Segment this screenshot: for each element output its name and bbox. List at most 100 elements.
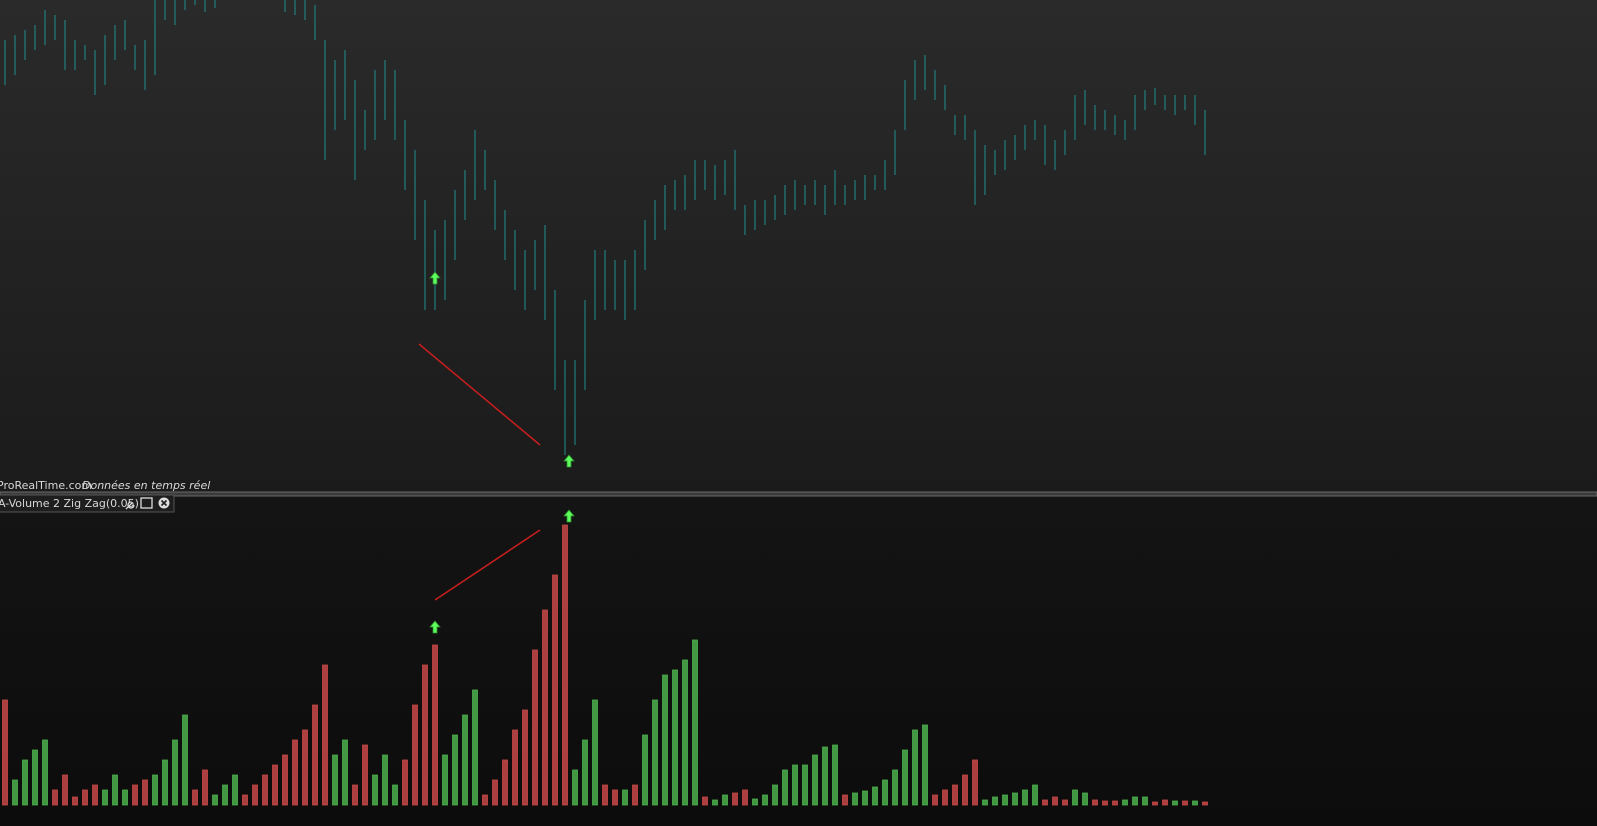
- volume-bar: [242, 794, 248, 806]
- panel-separator[interactable]: [0, 491, 1597, 497]
- volume-bar: [922, 724, 928, 806]
- volume-bar: [1182, 800, 1188, 806]
- volume-bar: [132, 784, 138, 806]
- volume-bar: [722, 794, 728, 806]
- volume-bar: [32, 749, 38, 806]
- volume-bar: [72, 796, 78, 806]
- price-panel: [0, 0, 1597, 492]
- volume-bar: [172, 739, 178, 806]
- volume-bar: [302, 729, 308, 806]
- volume-bar: [22, 759, 28, 806]
- volume-bar: [562, 524, 568, 806]
- volume-bar: [1132, 796, 1138, 806]
- volume-bar: [1002, 794, 1008, 806]
- volume-bar: [702, 796, 708, 806]
- up-arrow: [563, 454, 575, 468]
- volume-bar: [492, 779, 498, 806]
- volume-bar: [902, 749, 908, 806]
- volume-bar: [572, 769, 578, 806]
- volume-bar: [1102, 800, 1108, 806]
- up-arrow: [429, 271, 441, 285]
- volume-bar: [762, 794, 768, 806]
- volume-bar: [862, 790, 868, 806]
- volume-bar: [1192, 800, 1198, 806]
- settings-icon[interactable]: [125, 501, 135, 510]
- signal-arrows: [429, 271, 575, 634]
- volume-bar: [422, 664, 428, 806]
- volume-bar: [282, 754, 288, 806]
- volume-bar: [822, 746, 828, 806]
- volume-bar: [62, 774, 68, 806]
- volume-bar: [612, 789, 618, 806]
- volume-bar: [942, 789, 948, 806]
- volume-bar: [202, 769, 208, 806]
- volume-bar: [512, 729, 518, 806]
- volume-bar: [152, 774, 158, 806]
- volume-bar: [362, 744, 368, 806]
- volume-bar: [1062, 799, 1068, 806]
- volume-bar: [52, 789, 58, 806]
- volume-bar: [162, 759, 168, 806]
- volume-bar: [672, 669, 678, 806]
- volume-bar: [772, 784, 778, 806]
- volume-bar: [972, 759, 978, 806]
- volume-bar: [2, 699, 8, 806]
- volume-bar: [1022, 789, 1028, 806]
- volume-bar: [502, 759, 508, 806]
- volume-bar: [122, 789, 128, 806]
- up-arrow: [429, 620, 441, 634]
- volume-bar: [532, 649, 538, 806]
- volume-bar: [892, 769, 898, 806]
- volume-bar: [462, 714, 468, 806]
- volume-bar: [92, 784, 98, 806]
- volume-bar: [682, 659, 688, 806]
- volume-bar: [372, 774, 378, 806]
- volume-bar: [322, 664, 328, 806]
- volume-bar: [312, 704, 318, 806]
- volume-bar: [1162, 799, 1168, 806]
- volume-bar: [442, 754, 448, 806]
- volume-bar: [332, 754, 338, 806]
- window-icon[interactable]: [140, 497, 153, 509]
- volume-bar: [552, 574, 558, 806]
- up-arrow: [563, 509, 575, 523]
- volume-bar: [582, 739, 588, 806]
- volume-bar: [232, 774, 238, 806]
- volume-bar: [952, 784, 958, 806]
- volume-bar: [662, 674, 668, 806]
- volume-bar: [1202, 801, 1208, 806]
- volume-bar: [1152, 801, 1158, 806]
- volume-bar: [812, 754, 818, 806]
- volume-bar: [622, 789, 628, 806]
- volume-bar: [932, 794, 938, 806]
- price-bars: [4, 0, 1206, 455]
- volume-bar: [142, 779, 148, 806]
- volume-bar: [262, 774, 268, 806]
- volume-bar: [982, 799, 988, 806]
- volume-bar: [292, 739, 298, 806]
- volume-bar: [342, 739, 348, 806]
- divergence-line: [418, 343, 541, 446]
- volume-bar: [882, 779, 888, 806]
- volume-bar: [802, 764, 808, 806]
- source-note: Données en temps réel: [82, 479, 210, 492]
- volume-bar: [1142, 796, 1148, 806]
- volume-bar: [522, 709, 528, 806]
- volume-bar: [392, 784, 398, 806]
- volume-bar: [192, 789, 198, 806]
- volume-bar: [832, 744, 838, 806]
- volume-bar: [1042, 799, 1048, 806]
- volume-bar: [82, 789, 88, 806]
- volume-bar: [212, 794, 218, 806]
- volume-bar: [412, 704, 418, 806]
- source-label: ProRealTime.com: [0, 479, 92, 492]
- volume-bar: [182, 714, 188, 806]
- volume-bar: [752, 798, 758, 806]
- volume-bar: [222, 784, 228, 806]
- volume-bar: [792, 764, 798, 806]
- volume-bar: [632, 784, 638, 806]
- volume-bar: [382, 754, 388, 806]
- volume-bar: [1122, 799, 1128, 806]
